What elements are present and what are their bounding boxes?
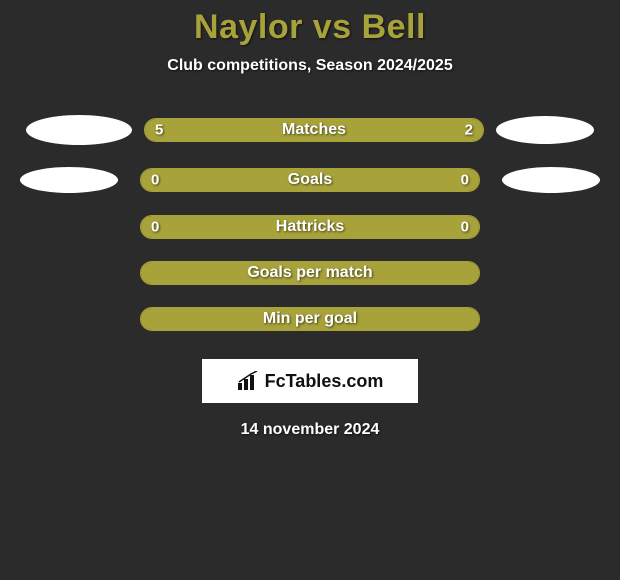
stat-row: Matches 5 2 bbox=[0, 115, 620, 145]
stat-bar: Goals 0 0 bbox=[140, 168, 480, 192]
logo: FcTables.com bbox=[237, 371, 384, 392]
subtitle: Club competitions, Season 2024/2025 bbox=[0, 57, 620, 75]
stat-row: Hattricks 0 0 bbox=[0, 215, 620, 239]
stat-bar: Hattricks 0 0 bbox=[140, 215, 480, 239]
player-left-oval bbox=[20, 167, 118, 193]
stat-value-left: 0 bbox=[151, 172, 159, 189]
player-right-oval bbox=[502, 167, 600, 193]
stat-row: Goals per match bbox=[0, 261, 620, 285]
stat-value-left: 0 bbox=[151, 219, 159, 236]
stat-value-right: 0 bbox=[461, 172, 469, 189]
bars-icon bbox=[237, 371, 259, 391]
page-title: Naylor vs Bell bbox=[0, 8, 620, 47]
stat-rows: Matches 5 2 Goals 0 0 Hattricks 0 0 Goals per mat… bbox=[0, 115, 620, 331]
date: 14 november 2024 bbox=[0, 421, 620, 439]
stat-bar: Goals per match bbox=[140, 261, 480, 285]
stat-label: Goals per match bbox=[247, 264, 372, 282]
stat-value-right: 0 bbox=[461, 219, 469, 236]
bar-fill-left bbox=[145, 119, 385, 141]
stat-bar: Matches 5 2 bbox=[144, 118, 484, 142]
player-right-oval bbox=[496, 116, 594, 144]
stat-value-right: 2 bbox=[465, 122, 473, 139]
stat-label: Matches bbox=[282, 121, 346, 139]
player-left-oval bbox=[26, 115, 132, 145]
logo-box: FcTables.com bbox=[202, 359, 418, 403]
stat-label: Min per goal bbox=[263, 310, 357, 328]
stat-row: Min per goal bbox=[0, 307, 620, 331]
comparison-card: Naylor vs Bell Club competitions, Season… bbox=[0, 0, 620, 439]
stat-value-left: 5 bbox=[155, 122, 163, 139]
stat-label: Goals bbox=[288, 171, 332, 189]
stat-label: Hattricks bbox=[276, 218, 344, 236]
logo-text: FcTables.com bbox=[265, 371, 384, 392]
stat-bar: Min per goal bbox=[140, 307, 480, 331]
stat-row: Goals 0 0 bbox=[0, 167, 620, 193]
